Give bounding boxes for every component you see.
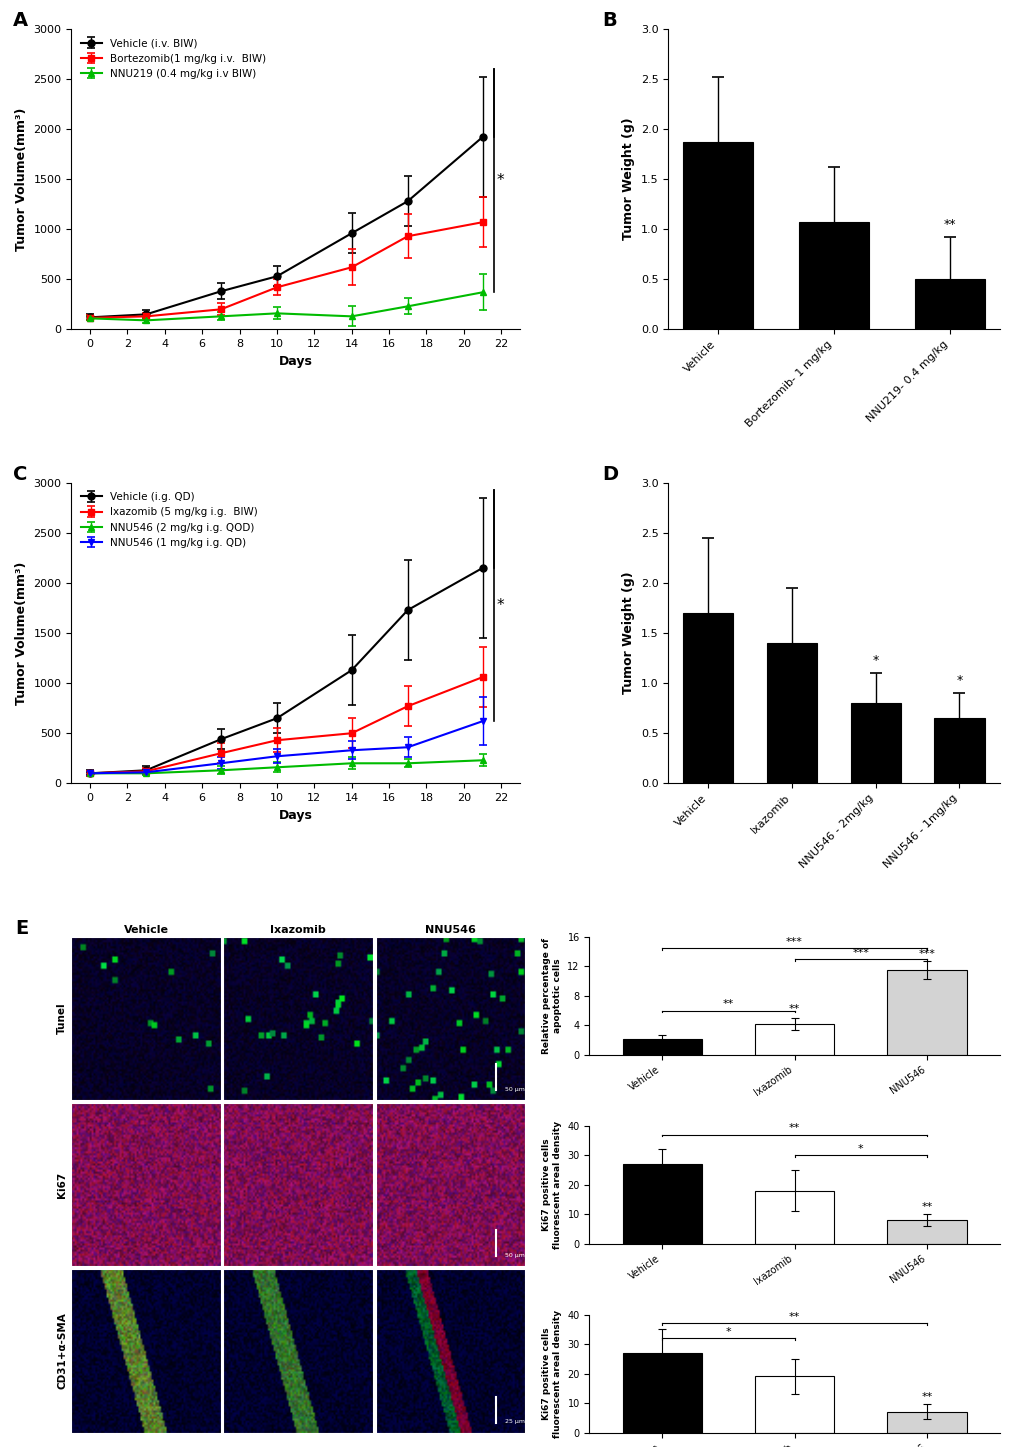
Bar xyxy=(622,1163,701,1243)
Bar xyxy=(914,279,983,330)
Text: **: ** xyxy=(920,1392,931,1402)
Y-axis label: Tumor Volume(mm³): Tumor Volume(mm³) xyxy=(15,107,28,250)
Y-axis label: Tumor Volume(mm³): Tumor Volume(mm³) xyxy=(15,561,28,705)
Text: **: ** xyxy=(722,1000,734,1010)
Y-axis label: Ki67 positive cells
fluorescent areal density: Ki67 positive cells fluorescent areal de… xyxy=(542,1120,561,1249)
Text: ***: *** xyxy=(786,936,802,946)
Legend: Vehicle (i.g. QD), Ixazomib (5 mg/kg i.g.  BIW), NNU546 (2 mg/kg i.g. QOD), NNU5: Vehicle (i.g. QD), Ixazomib (5 mg/kg i.g… xyxy=(76,488,262,553)
Title: Ixazomib: Ixazomib xyxy=(270,925,326,935)
Bar xyxy=(887,1412,966,1433)
Legend: Vehicle (i.v. BIW), Bortezomib(1 mg/kg i.v.  BIW), NNU219 (0.4 mg/kg i.v BIW): Vehicle (i.v. BIW), Bortezomib(1 mg/kg i… xyxy=(76,35,270,82)
Bar xyxy=(683,142,752,330)
Bar xyxy=(754,1376,834,1433)
Text: ***: *** xyxy=(917,949,934,959)
Text: *: * xyxy=(956,674,962,687)
Text: *: * xyxy=(857,1145,863,1155)
Text: A: A xyxy=(13,12,29,30)
Title: NNU546: NNU546 xyxy=(424,925,475,935)
Text: *: * xyxy=(496,598,503,614)
Title: Vehicle: Vehicle xyxy=(123,925,168,935)
Bar xyxy=(622,1353,701,1433)
Text: B: B xyxy=(601,12,615,30)
Y-axis label: Tumor Weight (g): Tumor Weight (g) xyxy=(622,572,635,695)
Text: 50 μm: 50 μm xyxy=(504,1087,525,1091)
Text: E: E xyxy=(15,919,29,938)
Bar xyxy=(766,642,816,783)
Y-axis label: CD31+α-SMA: CD31+α-SMA xyxy=(57,1312,67,1389)
Y-axis label: Ki67 positive cells
fluorescent areal density: Ki67 positive cells fluorescent areal de… xyxy=(542,1310,561,1437)
Bar xyxy=(683,614,733,783)
Text: 25 μm: 25 μm xyxy=(504,1420,525,1424)
Text: *: * xyxy=(496,174,503,188)
Y-axis label: Tumor Weight (g): Tumor Weight (g) xyxy=(622,117,635,240)
Bar xyxy=(887,969,966,1055)
Bar xyxy=(887,1220,966,1243)
Bar xyxy=(933,718,983,783)
Text: **: ** xyxy=(920,1202,931,1211)
Text: 50 μm: 50 μm xyxy=(504,1253,525,1257)
Text: **: ** xyxy=(788,1312,799,1323)
Y-axis label: Ki67: Ki67 xyxy=(57,1172,67,1198)
Bar xyxy=(754,1191,834,1243)
Text: **: ** xyxy=(788,1123,799,1133)
Y-axis label: Tunel: Tunel xyxy=(57,1003,67,1035)
Text: *: * xyxy=(725,1327,731,1337)
Text: *: * xyxy=(871,654,878,667)
Bar xyxy=(798,223,868,330)
X-axis label: Days: Days xyxy=(278,809,312,822)
Y-axis label: Relative percentage of
apoptotic cells: Relative percentage of apoptotic cells xyxy=(542,938,561,1053)
X-axis label: Days: Days xyxy=(278,355,312,368)
Text: ***: *** xyxy=(852,948,868,958)
Bar xyxy=(850,703,900,783)
Text: D: D xyxy=(601,464,618,483)
Bar xyxy=(622,1039,701,1055)
Text: **: ** xyxy=(788,1004,799,1014)
Text: **: ** xyxy=(943,218,955,232)
Text: C: C xyxy=(13,464,28,483)
Bar xyxy=(754,1024,834,1055)
